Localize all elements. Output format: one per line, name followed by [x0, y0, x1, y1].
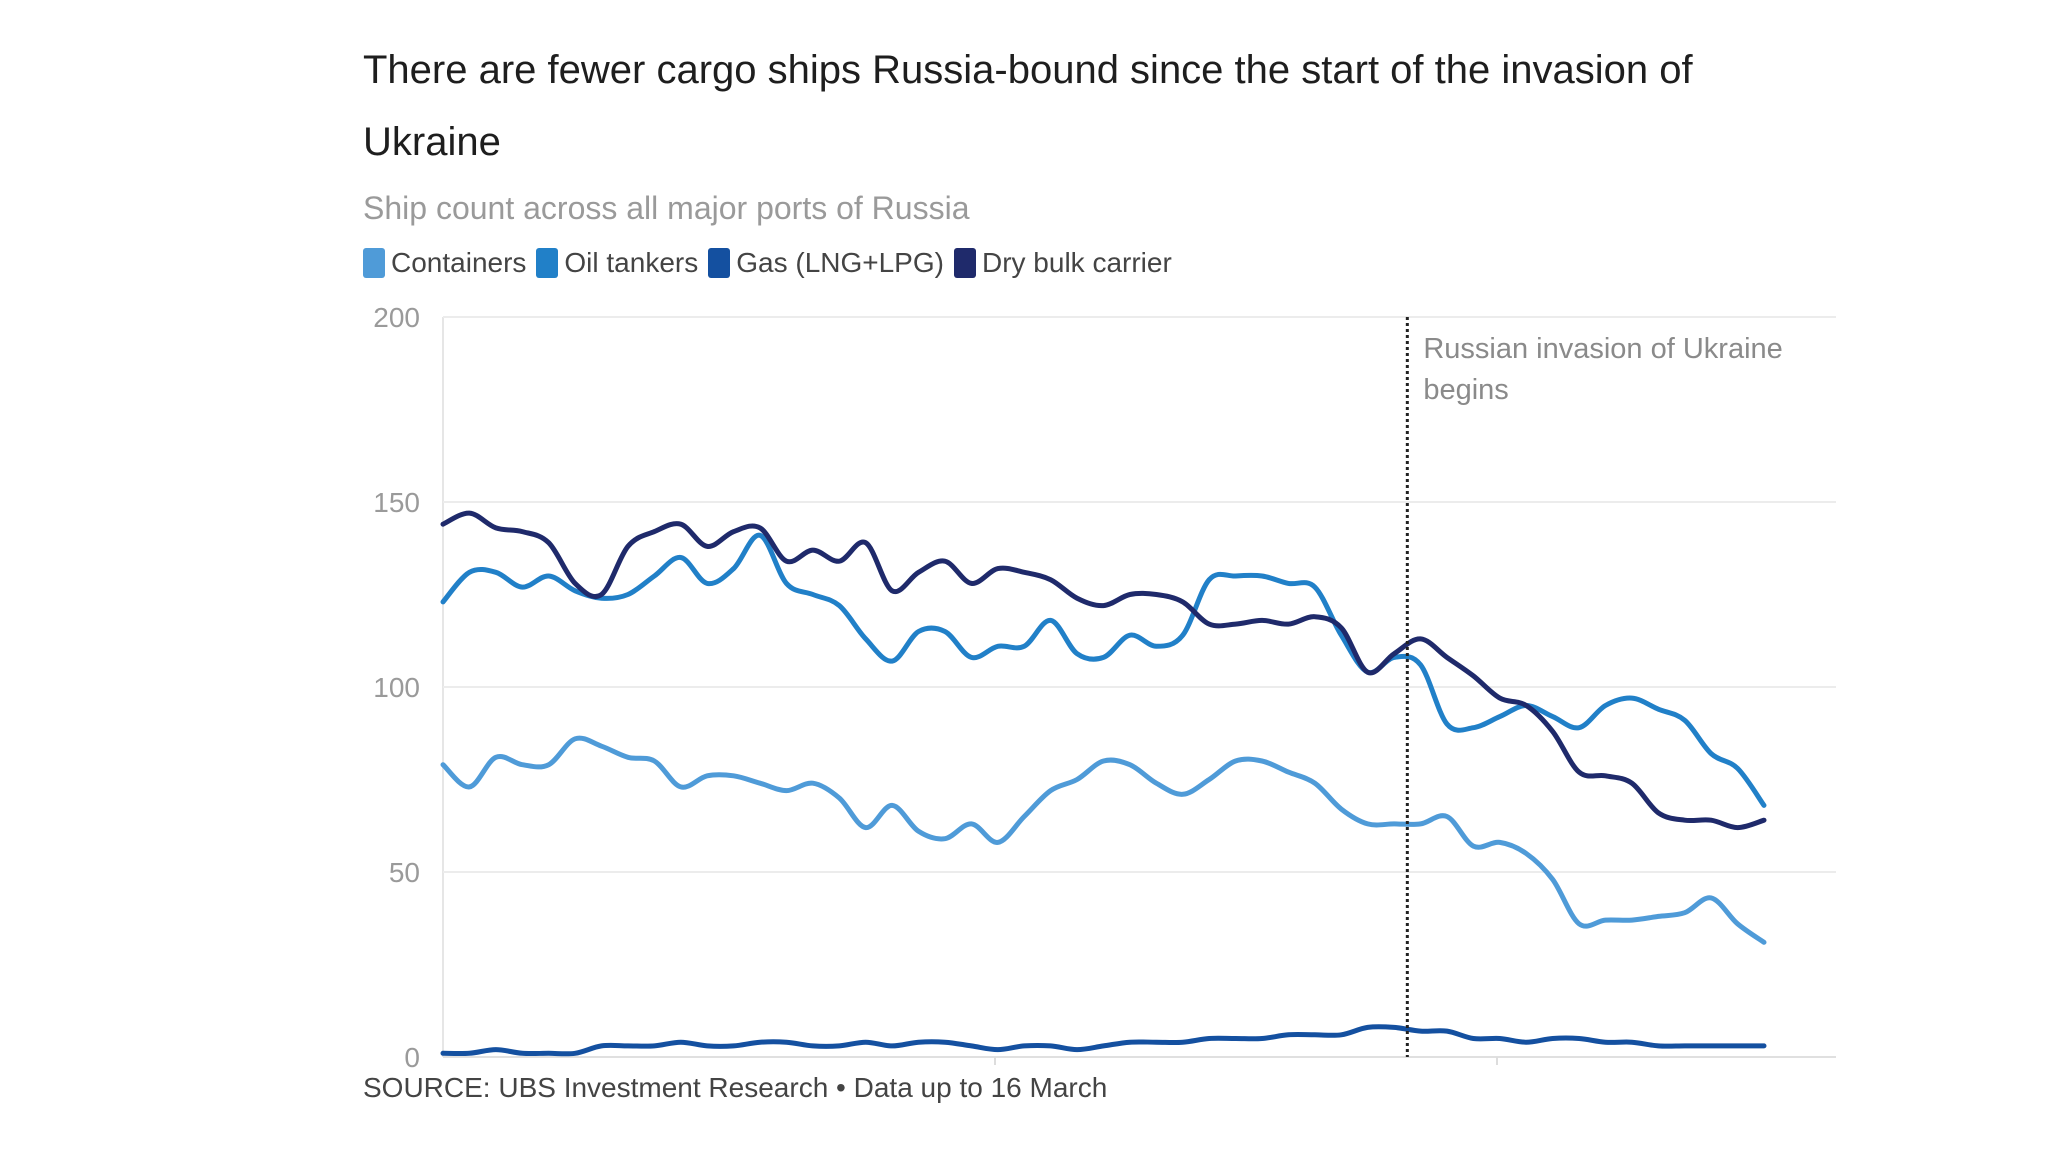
legend-label: Dry bulk carrier: [981, 247, 1172, 278]
gridlines: [442, 316, 1836, 1065]
chart-subtitle: Ship count across all major ports of Rus…: [363, 190, 970, 226]
legend-item-containers: Containers: [363, 247, 526, 279]
source-note: SOURCE: UBS Investment Research • Data u…: [363, 1072, 1108, 1103]
series-line-oil-tankers: [440, 532, 1767, 808]
y-tick-label: 50: [389, 857, 420, 888]
legend-swatch-dry-bulk: [953, 248, 976, 278]
legend-swatch-oil-tankers: [536, 248, 559, 278]
legend-swatch-gas: [708, 248, 731, 278]
chart-title: There are fewer cargo ships Russia-bound…: [363, 48, 1693, 164]
y-tick-label: 0: [404, 1042, 420, 1073]
legend-label: Oil tankers: [564, 247, 699, 278]
y-tick-label: 100: [373, 672, 420, 703]
annotation-line-2: begins: [1423, 374, 1508, 406]
series-line-dry-bulk-carrier: [440, 510, 1767, 831]
legend-label: Containers: [391, 247, 527, 278]
series-lines: [440, 510, 1767, 1057]
series-line-containers: [440, 735, 1767, 945]
legend-swatch-containers: [363, 248, 385, 278]
legend-item-gas: Gas (LNG+LPG): [708, 247, 944, 279]
legend-item-oil-tankers: Oil tankers: [536, 247, 698, 279]
annotation-line-1: Russian invasion of Ukraine: [1423, 333, 1782, 365]
y-tick-label: 150: [373, 487, 420, 518]
y-axis-ticks: 0 50 100 150 200: [373, 302, 420, 1073]
series-line-gas-lng-lpg: [440, 1024, 1767, 1057]
y-tick-label: 200: [373, 302, 420, 333]
legend-item-dry-bulk: Dry bulk carrier: [953, 247, 1172, 279]
legend-label: Gas (LNG+LPG): [736, 247, 944, 278]
legend: Containers Oil tankers Gas (LNG+LPG) Dry…: [363, 247, 1172, 279]
